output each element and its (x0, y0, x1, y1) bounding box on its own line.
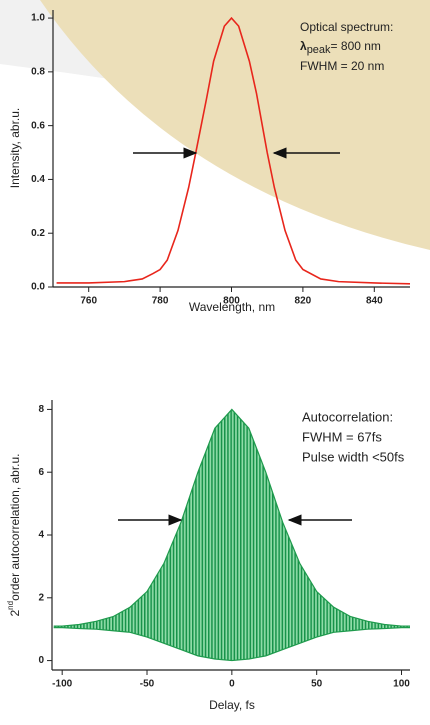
spectrum-line (56, 16, 411, 285)
y-tick-label: 0.6 (31, 120, 45, 131)
annotation-text: = 800 nm (331, 39, 381, 53)
subscript: peak (307, 44, 331, 56)
fringe-area (53, 409, 410, 661)
y-tick-label: 4 (38, 530, 44, 541)
y-tick-label: 1.0 (31, 13, 45, 24)
y-tick-label: 0.8 (31, 66, 45, 77)
x-axis-label: Wavelength, nm (189, 300, 275, 314)
x-tick-label: -50 (140, 679, 155, 690)
x-tick-label: 100 (393, 679, 410, 690)
y-tick-label: 0 (38, 655, 44, 666)
y-tick-label: 2 (38, 592, 44, 603)
x-tick-label: 820 (295, 296, 312, 307)
annotation: λpeak= 800 nm (300, 39, 381, 56)
x-tick-label: 780 (152, 296, 169, 307)
x-tick-label: 840 (366, 296, 383, 307)
annotation: Autocorrelation: (302, 409, 393, 424)
y-tick-label: 0.0 (31, 282, 45, 293)
annotation: Optical spectrum: (300, 20, 393, 34)
x-tick-label: 760 (80, 296, 97, 307)
annotation: Pulse width <50fs (302, 449, 405, 464)
annotation: FWHM = 67fs (302, 429, 382, 444)
x-tick-label: 0 (229, 679, 235, 690)
symbol: λ (300, 39, 307, 53)
background-tan (40, 0, 430, 250)
y-tick-label: 0.2 (31, 228, 45, 239)
y-tick-label: 0.4 (31, 174, 45, 185)
y-tick-label: 8 (38, 404, 44, 415)
y-axis-label: Intensity, abr.u. (8, 108, 22, 189)
upper-envelope (53, 408, 410, 627)
x-tick-label: 50 (311, 679, 323, 690)
lower-envelope (53, 627, 410, 662)
label-part: order autocorrelation, abr.u. (8, 453, 22, 600)
superscript: nd (6, 601, 15, 610)
y-axis-label: 2ndorder autocorrelation, abr.u. (6, 453, 22, 616)
x-axis-label: Delay, fs (209, 698, 255, 712)
x-tick-label: -100 (52, 679, 72, 690)
annotation: FWHM = 20 nm (300, 59, 384, 73)
label-part: 2 (8, 610, 22, 617)
y-tick-label: 6 (38, 467, 44, 478)
x-tick-label: 800 (223, 296, 240, 307)
